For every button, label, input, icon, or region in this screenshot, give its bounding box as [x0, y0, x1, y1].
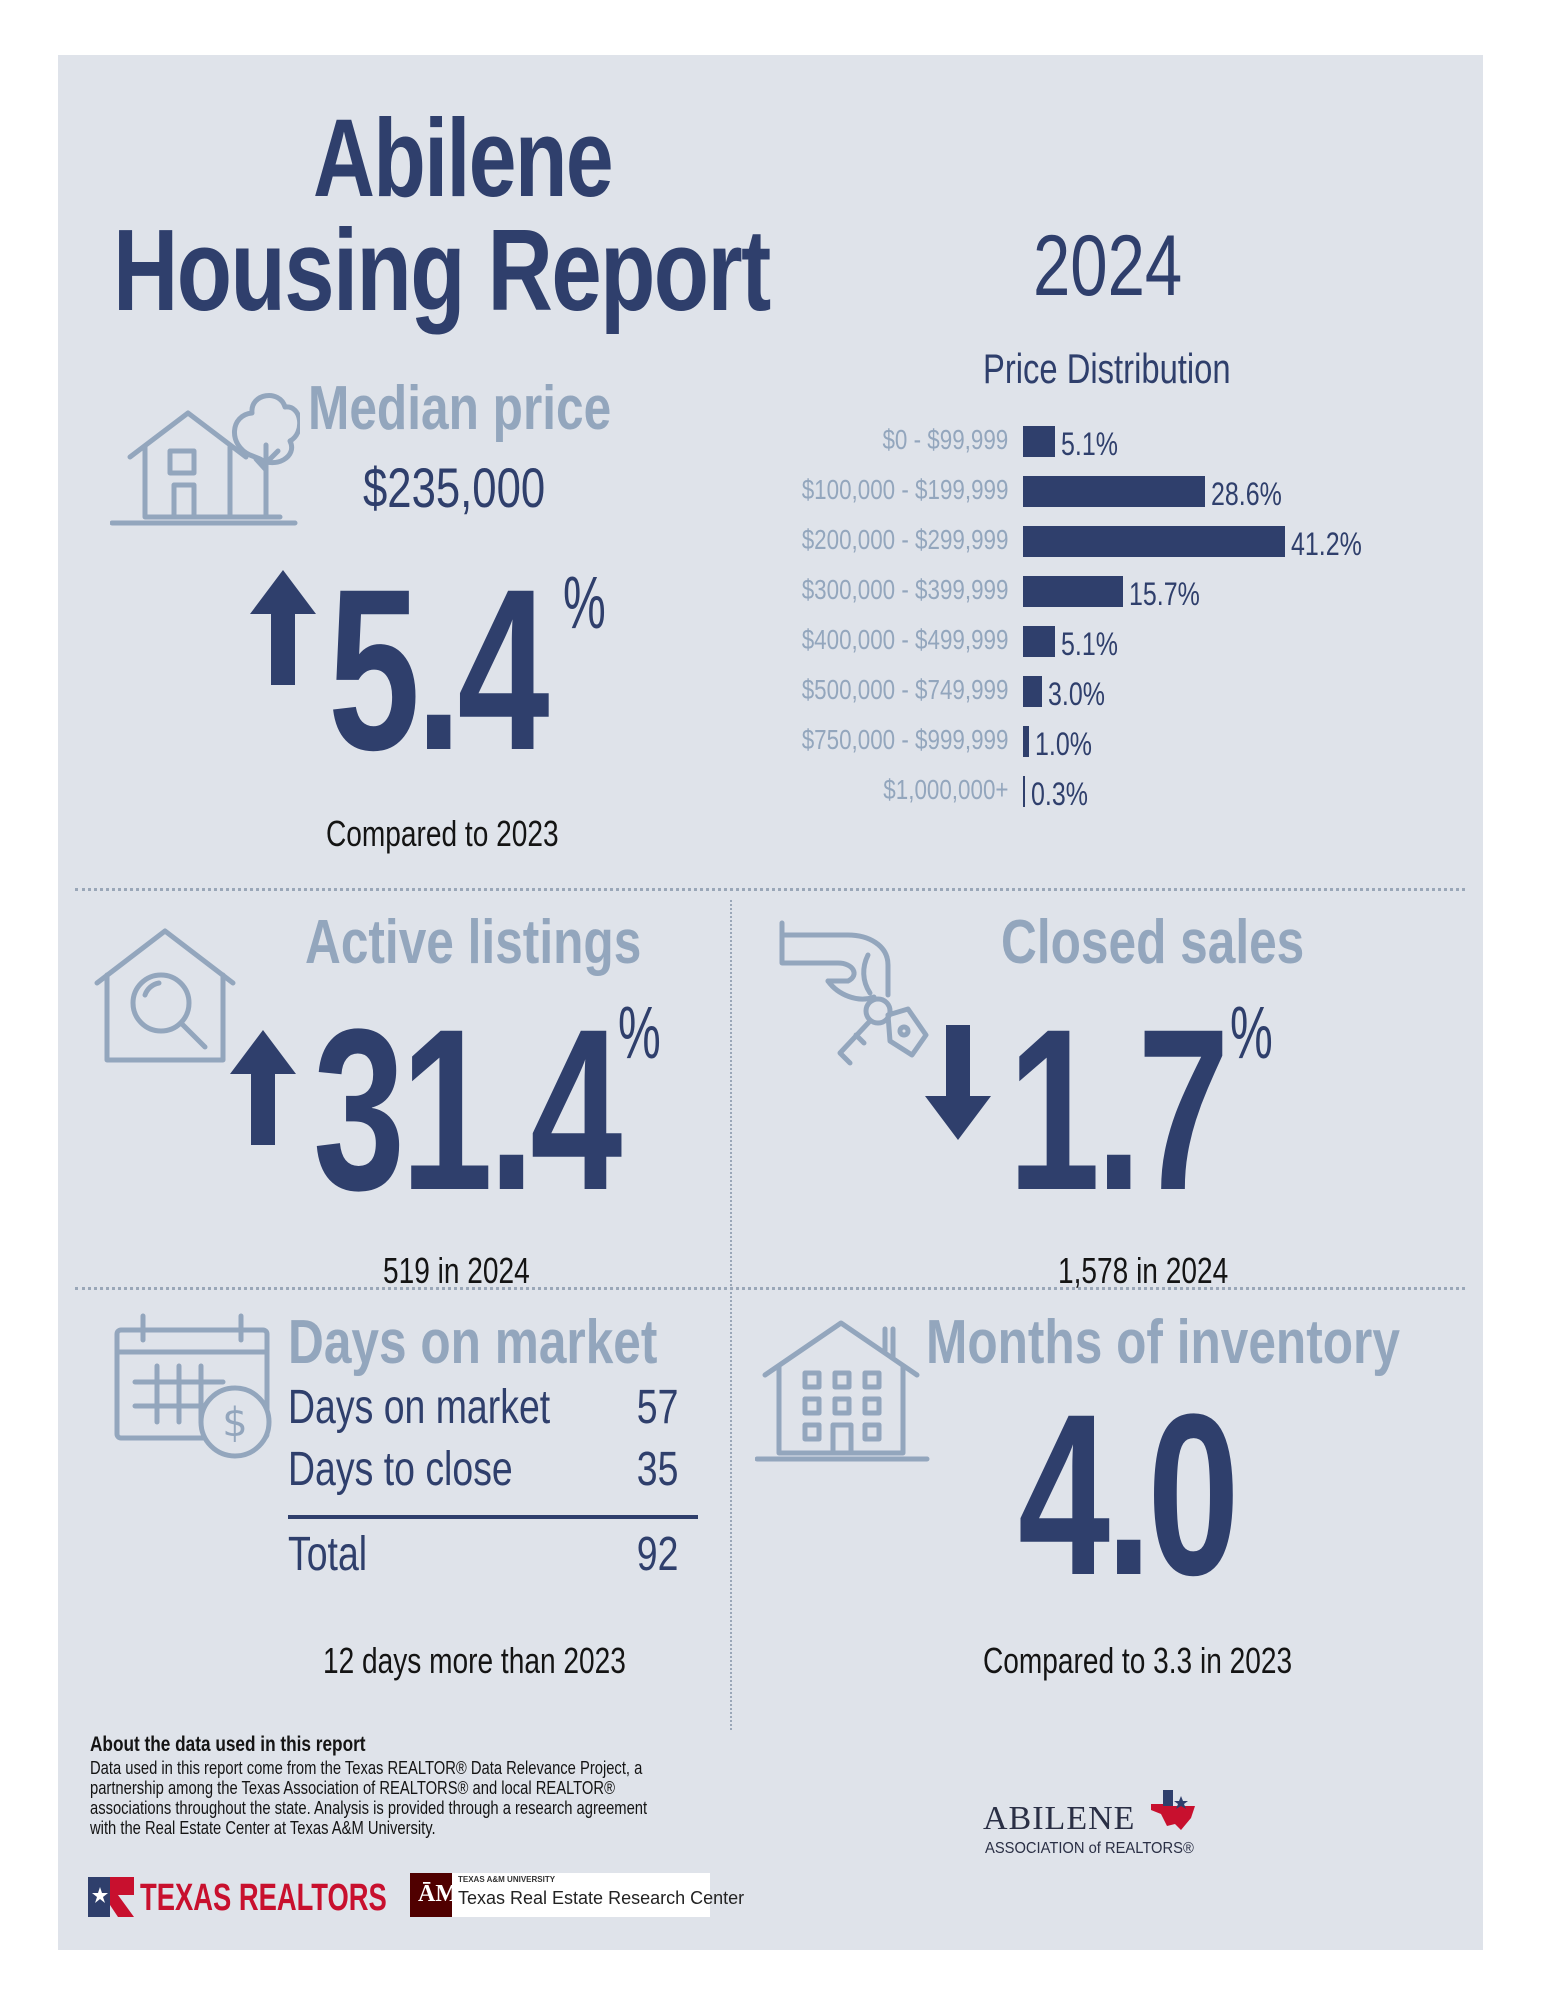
chart-value-label: 15.7%	[1129, 576, 1200, 612]
report-year: 2024	[1033, 218, 1183, 314]
active-listings-heading: Active listings	[305, 908, 642, 977]
tamu-center-text: Texas Real Estate Research Center	[458, 1888, 745, 1908]
chart-value-label: 1.0%	[1035, 726, 1092, 762]
hand-keys-icon	[779, 920, 929, 1066]
report-card: Abilene Housing Report 2024 Median price…	[58, 55, 1483, 1950]
chart-value-label: 0.3%	[1031, 776, 1088, 812]
chart-bar	[1023, 626, 1055, 657]
active-listings-change: 31.4	[313, 981, 622, 1238]
chart-bar	[1023, 426, 1055, 457]
divider-horizontal-middle	[75, 1287, 1465, 1290]
abilene-association-text: ASSOCIATION of REALTORS®	[985, 1840, 1194, 1857]
about-heading: About the data used in this report	[90, 1733, 366, 1756]
median-price-change: 5.4	[328, 541, 550, 798]
chart-value-label: 28.6%	[1211, 476, 1282, 512]
texas-realtors-mark-icon	[88, 1877, 134, 1917]
days-row-total: Total 92	[288, 1527, 698, 1587]
chart-row: $0 - $99,999 5.1%	[768, 420, 1468, 462]
arrow-up-icon	[230, 1030, 296, 1145]
house-search-icon	[94, 928, 236, 1063]
chart-bar	[1023, 476, 1205, 507]
chart-bar	[1023, 576, 1123, 607]
days-row-label: Days on market	[288, 1381, 551, 1434]
median-price-caption: Compared to 2023	[326, 813, 559, 854]
report-title-line1: Abilene	[313, 97, 614, 220]
closed-sales-percent-sign: %	[1230, 991, 1273, 1074]
chart-bar	[1023, 526, 1285, 557]
divider-horizontal-top	[75, 888, 1465, 891]
months-inventory-heading: Months of inventory	[926, 1308, 1400, 1377]
chart-bar	[1023, 776, 1025, 807]
chart-row: $300,000 - $399,999 15.7%	[768, 570, 1468, 612]
months-inventory-value: 4.0	[1018, 1366, 1240, 1623]
about-text: Data used in this report come from the T…	[90, 1758, 648, 1838]
price-distribution-chart: $0 - $99,999 5.1% $100,000 - $199,999 28.6%…	[768, 420, 1488, 812]
chart-bar	[1023, 676, 1042, 707]
closed-sales-heading: Closed sales	[1001, 908, 1305, 977]
days-on-market-heading: Days on market	[288, 1308, 658, 1377]
days-row-value: 57	[636, 1381, 678, 1434]
active-listings-percent-sign: %	[618, 991, 661, 1074]
chart-category-label: $100,000 - $199,999	[801, 474, 1008, 505]
days-row-value: 35	[636, 1443, 678, 1496]
median-price-heading: Median price	[308, 374, 612, 443]
chart-row: $200,000 - $299,999 41.2%	[768, 520, 1468, 562]
closed-sales-caption: 1,578 in 2024	[1058, 1250, 1229, 1291]
days-table: Days on market 57 Days to close 35 Total…	[288, 1380, 698, 1600]
chart-row: $500,000 - $749,999 3.0%	[768, 670, 1468, 712]
tamu-logo: ĀM TEXAS A&M UNIVERSITY Texas Real Estat…	[410, 1873, 744, 1917]
house-tree-icon	[110, 393, 300, 526]
chart-value-label: 5.1%	[1061, 626, 1118, 662]
chart-value-label: 3.0%	[1048, 676, 1105, 712]
chart-category-label: $200,000 - $299,999	[801, 524, 1008, 555]
calendar-dollar-icon: $	[114, 1313, 272, 1459]
days-total-label: Total	[288, 1528, 368, 1581]
chart-value-label: 41.2%	[1291, 526, 1362, 562]
texas-realtors-wordmark: TEXAS REALTORS	[140, 1877, 387, 1919]
chart-row: $100,000 - $199,999 28.6%	[768, 470, 1468, 512]
divider-vertical	[730, 900, 732, 1730]
active-listings-caption: 519 in 2024	[383, 1250, 530, 1291]
chart-category-label: $1,000,000+	[882, 774, 1008, 805]
abilene-association-logo: ABILENE ASSOCIATION of REALTORS®	[983, 1790, 1223, 1860]
chart-bar	[1023, 726, 1029, 757]
days-on-market-caption: 12 days more than 2023	[323, 1640, 626, 1681]
median-price-percent-sign: %	[563, 561, 606, 644]
chart-title: Price Distribution	[983, 345, 1231, 392]
median-price-value: $235,000	[363, 456, 546, 519]
report-title-line2: Housing Report	[113, 205, 771, 335]
chart-value-label: 5.1%	[1061, 426, 1118, 462]
arrow-down-icon	[925, 1025, 991, 1140]
abilene-wordmark: ABILENE	[983, 1800, 1136, 1837]
chart-row: $1,000,000+ 0.3%	[768, 770, 1468, 812]
months-inventory-caption: Compared to 3.3 in 2023	[983, 1640, 1293, 1681]
days-row-label: Days to close	[288, 1443, 513, 1496]
tamu-small-text: TEXAS A&M UNIVERSITY	[458, 1875, 556, 1884]
closed-sales-change: 1.7	[1008, 981, 1230, 1238]
chart-row: $750,000 - $999,999 1.0%	[768, 720, 1468, 762]
chart-category-label: $300,000 - $399,999	[801, 574, 1008, 605]
arrow-up-icon	[250, 570, 316, 685]
texas-flag-icon	[1151, 1790, 1195, 1830]
days-total-value: 92	[636, 1528, 678, 1581]
days-row-market: Days on market 57	[288, 1380, 698, 1440]
chart-row: $400,000 - $499,999 5.1%	[768, 620, 1468, 662]
building-icon	[755, 1320, 930, 1462]
days-total-rule	[288, 1515, 698, 1519]
chart-category-label: $500,000 - $749,999	[801, 674, 1008, 705]
chart-category-label: $750,000 - $999,999	[801, 724, 1008, 755]
texas-realtors-logo: TEXAS REALTORS	[88, 1875, 388, 1919]
tamu-mark-icon: ĀM	[410, 1873, 458, 1917]
chart-category-label: $400,000 - $499,999	[801, 624, 1008, 655]
days-row-close: Days to close 35	[288, 1442, 698, 1502]
svg-text:$: $	[222, 1400, 247, 1446]
chart-category-label: $0 - $99,999	[882, 424, 1008, 455]
